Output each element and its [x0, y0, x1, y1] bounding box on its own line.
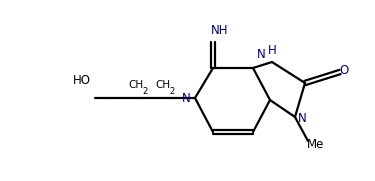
Text: CH: CH [155, 80, 171, 90]
Text: H: H [268, 43, 276, 56]
Text: CH: CH [128, 80, 144, 90]
Text: HO: HO [73, 73, 91, 87]
Text: 2: 2 [142, 87, 148, 96]
Text: N: N [182, 92, 190, 106]
Text: O: O [339, 64, 349, 77]
Text: N: N [256, 49, 265, 62]
Text: Me: Me [308, 138, 325, 151]
Text: NH: NH [211, 24, 229, 37]
Text: 2: 2 [170, 87, 175, 96]
Text: N: N [298, 111, 306, 125]
